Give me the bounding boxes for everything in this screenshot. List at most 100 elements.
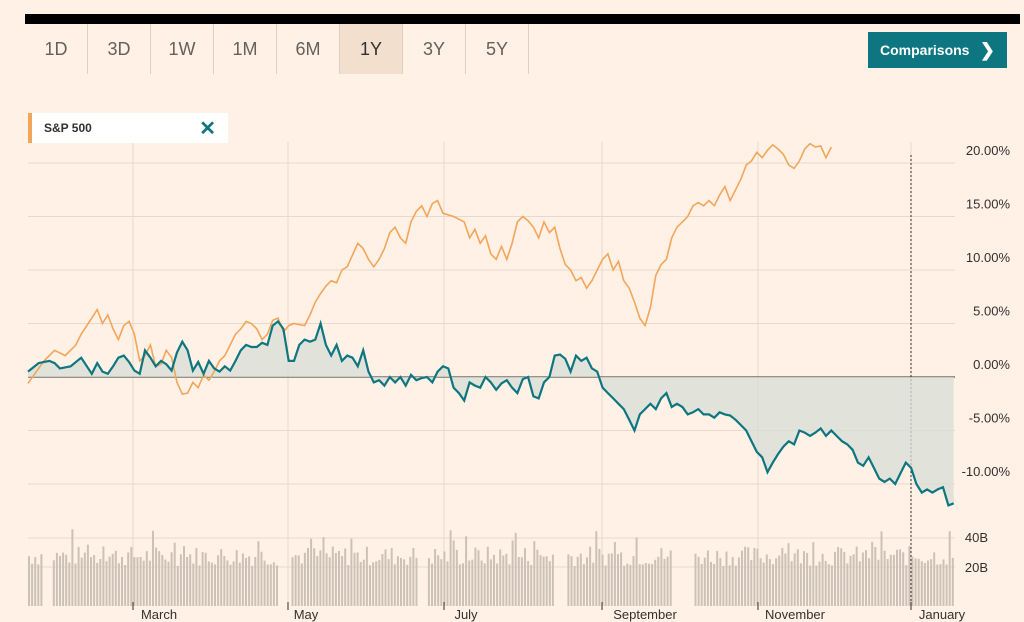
volume-bar <box>40 554 43 606</box>
tab-3y[interactable]: 3Y <box>403 24 466 74</box>
tab-1y[interactable]: 1Y <box>340 24 403 74</box>
volume-bar <box>778 555 781 606</box>
volume-bar <box>235 550 238 606</box>
y-tick-label: -5.00% <box>969 411 1011 426</box>
volume-bar <box>933 552 936 606</box>
volume-bar <box>589 546 592 606</box>
volume-bar <box>530 565 533 606</box>
tab-5y[interactable]: 5Y <box>466 24 529 74</box>
tab-1w[interactable]: 1W <box>151 24 214 74</box>
volume-bar <box>480 560 483 606</box>
volume-bar <box>465 536 468 606</box>
volume-bar <box>713 563 716 606</box>
volume-bar <box>629 564 632 606</box>
volume-bar <box>483 563 486 606</box>
volume-bar <box>369 565 371 606</box>
volume-bar <box>651 564 654 606</box>
volume-bar <box>65 554 68 606</box>
volume-bar <box>666 556 669 606</box>
volume-bar <box>855 546 858 606</box>
volume-bar <box>375 561 378 606</box>
volume-bar <box>843 551 846 606</box>
volume-bar <box>499 549 502 606</box>
tab-1d[interactable]: 1D <box>25 24 88 74</box>
volume-bar <box>489 559 492 606</box>
volume-bar <box>914 558 917 606</box>
volume-bar <box>753 547 756 606</box>
volume-bar <box>731 557 734 606</box>
volume-bar <box>883 550 886 606</box>
volume-bar <box>350 538 353 606</box>
volume-bar <box>186 556 189 606</box>
volume-bar <box>359 562 362 606</box>
volume-bar <box>861 552 864 606</box>
volume-bar <box>880 531 883 606</box>
volume-bar <box>341 556 344 606</box>
volume-bar <box>775 558 778 606</box>
volume-bar <box>908 546 911 606</box>
volume-bar <box>762 562 765 606</box>
volume-bar <box>840 548 843 606</box>
volume-bar <box>592 562 595 606</box>
volume-bar <box>524 548 526 606</box>
volume-bar <box>158 551 161 606</box>
volume-bar <box>750 560 753 606</box>
volume-bar <box>331 546 334 606</box>
volume-bar <box>338 551 340 606</box>
volume-bar <box>114 550 117 606</box>
volume-bar <box>55 552 58 606</box>
volume-bar <box>514 532 517 606</box>
volume-bar <box>59 556 61 606</box>
volume-bar <box>440 559 443 606</box>
volume-bar <box>638 564 641 606</box>
volume-bar <box>241 553 244 606</box>
volume-bar <box>520 557 523 606</box>
volume-bar <box>657 556 660 606</box>
volume-bar <box>80 557 83 606</box>
volume-bar <box>145 551 148 606</box>
volume-bar <box>579 553 582 606</box>
volume-bar <box>784 553 787 606</box>
volume-bar <box>604 565 607 606</box>
volume-bar <box>238 562 241 606</box>
volume-bar <box>725 551 728 606</box>
comparisons-button[interactable]: Comparisons ❯ <box>868 32 1007 68</box>
volume-bar <box>201 551 204 606</box>
volume-bar <box>254 557 257 606</box>
volume-tick-label: 20B <box>965 560 988 575</box>
volume-bar <box>716 550 719 606</box>
volume-bar <box>291 557 294 606</box>
volume-bar <box>319 550 322 606</box>
y-tick-label: 0.00% <box>973 357 1010 372</box>
volume-bar <box>849 555 852 606</box>
volume-bar <box>694 553 697 606</box>
volume-bar <box>734 565 737 606</box>
chevron-right-icon: ❯ <box>979 40 995 60</box>
volume-bar <box>567 554 570 606</box>
volume-bar <box>868 558 871 606</box>
x-tick-label: July <box>454 607 478 622</box>
volume-bar <box>173 542 176 606</box>
volume-bar <box>772 564 774 606</box>
volume-bar <box>99 559 102 606</box>
volume-bar <box>245 557 247 606</box>
series-line-sp500 <box>27 142 833 396</box>
close-icon[interactable]: ✕ <box>199 118 216 140</box>
volume-bar <box>744 546 747 606</box>
tab-3d[interactable]: 3D <box>88 24 151 74</box>
volume-bar <box>576 556 579 606</box>
tab-1m[interactable]: 1M <box>214 24 277 74</box>
volume-bar <box>344 548 347 606</box>
volume-bar <box>477 550 480 606</box>
volume-bar <box>793 553 796 606</box>
volume-bar <box>595 531 598 606</box>
volume-bar <box>226 560 229 606</box>
volume-bar <box>62 552 65 606</box>
volume-bar <box>316 556 319 606</box>
volume-bar <box>911 556 914 606</box>
x-tick-label: March <box>141 607 177 622</box>
volume-bar <box>942 559 945 606</box>
tab-6m[interactable]: 6M <box>277 24 340 74</box>
volume-bar <box>130 546 133 606</box>
volume-bar <box>263 560 266 606</box>
